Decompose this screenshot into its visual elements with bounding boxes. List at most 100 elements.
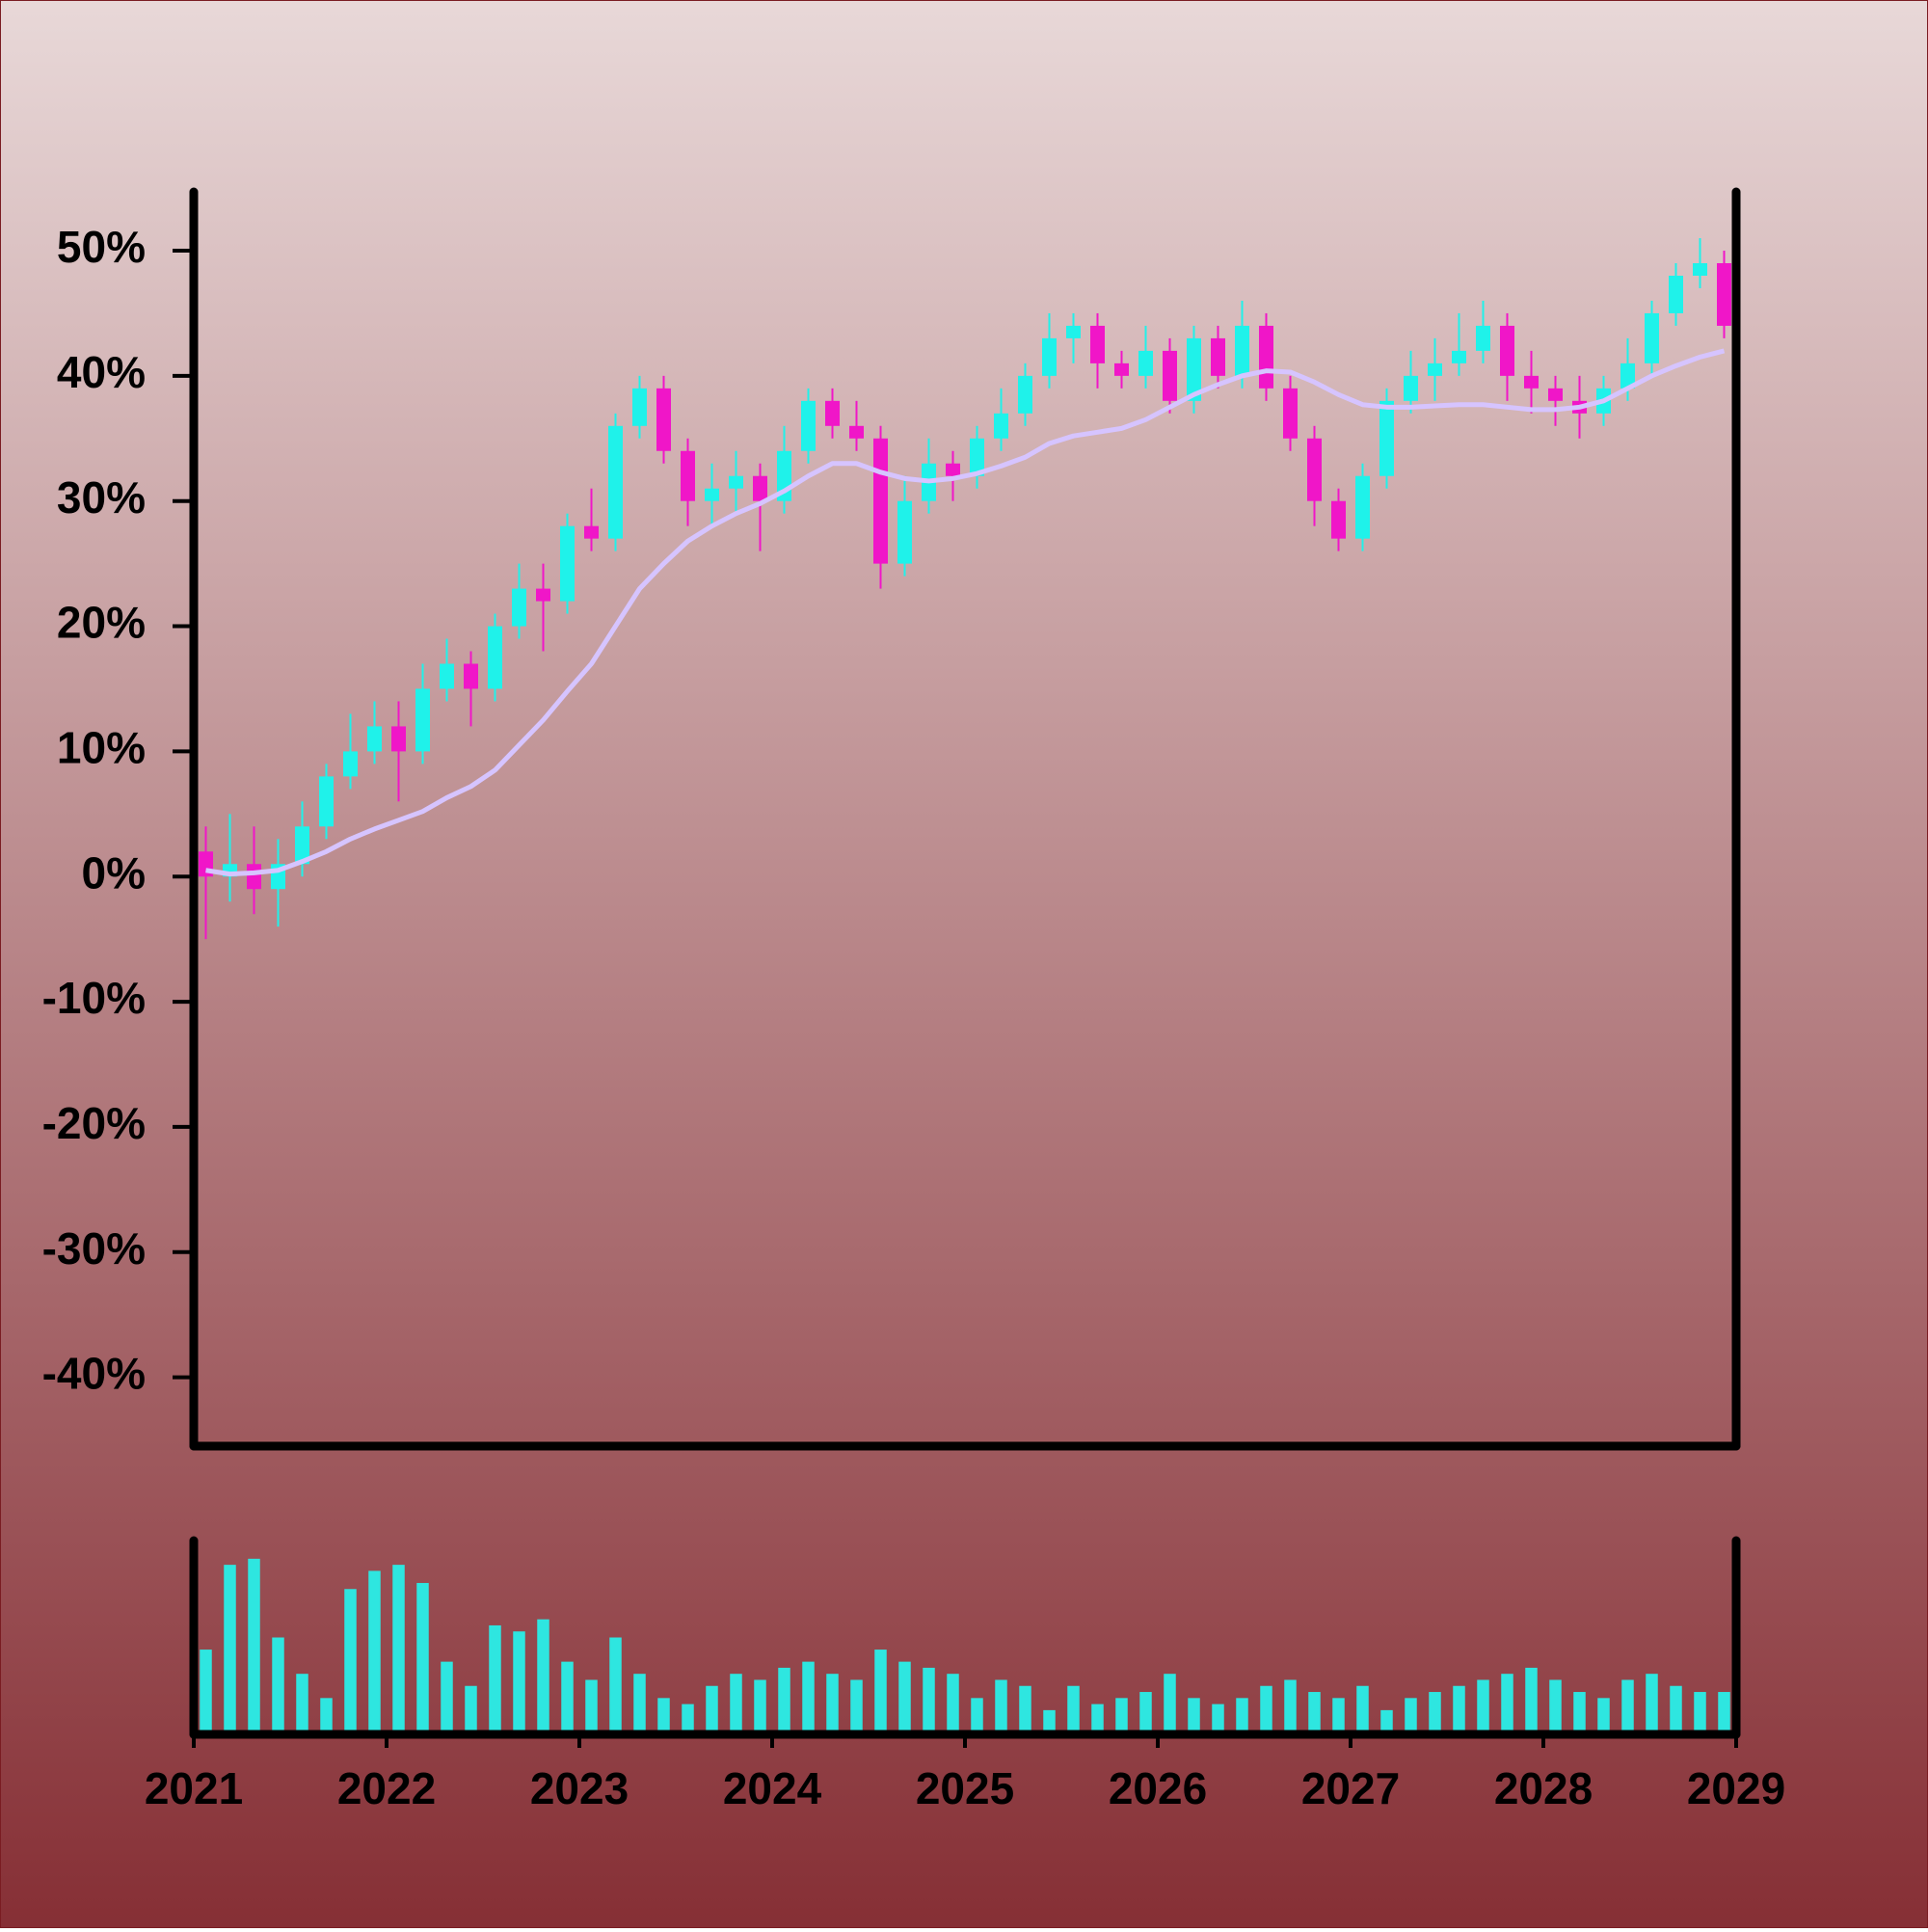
candle-body bbox=[488, 626, 502, 689]
candle-body bbox=[632, 388, 647, 426]
volume-bar bbox=[465, 1685, 477, 1734]
candle-body bbox=[801, 400, 816, 451]
candle-body bbox=[1717, 263, 1731, 326]
y-tick-label: -10% bbox=[42, 973, 146, 1023]
x-tick-label: 2025 bbox=[916, 1763, 1014, 1813]
x-tick-label: 2024 bbox=[723, 1763, 822, 1813]
candle-body bbox=[1452, 350, 1466, 363]
candle-body bbox=[1307, 438, 1322, 501]
volume-bar bbox=[561, 1661, 574, 1734]
volume-bar bbox=[1694, 1692, 1706, 1734]
volume-bar bbox=[923, 1667, 935, 1734]
volume-bar bbox=[441, 1661, 453, 1734]
volume-bar bbox=[489, 1624, 501, 1734]
volume-bar bbox=[296, 1674, 308, 1734]
x-tick-label: 2029 bbox=[1687, 1763, 1785, 1813]
candle-body bbox=[1018, 375, 1032, 414]
volume-bar bbox=[682, 1704, 694, 1734]
volume-bar bbox=[609, 1637, 622, 1734]
y-tick-label: -40% bbox=[42, 1349, 146, 1399]
volume-bar bbox=[947, 1674, 959, 1734]
volume-bar bbox=[706, 1685, 718, 1734]
volume-bar bbox=[1332, 1698, 1345, 1734]
candle-body bbox=[849, 425, 864, 439]
candle-body bbox=[946, 463, 960, 476]
volume-bar bbox=[1621, 1679, 1634, 1734]
volume-bar bbox=[1525, 1667, 1538, 1734]
volume-bar bbox=[1670, 1685, 1682, 1734]
volume-bar bbox=[320, 1698, 333, 1734]
y-tick-label: 50% bbox=[57, 222, 146, 272]
candle-body bbox=[753, 475, 767, 501]
volume-bar bbox=[1043, 1709, 1056, 1734]
volume-bar bbox=[1188, 1698, 1200, 1734]
candle-body bbox=[440, 663, 454, 689]
candle-body bbox=[705, 488, 719, 501]
volume-bar bbox=[1501, 1674, 1513, 1734]
moving-average bbox=[205, 348, 1726, 877]
candle-body bbox=[1331, 500, 1346, 539]
candle-body bbox=[1379, 400, 1394, 476]
candle-body bbox=[584, 525, 599, 539]
candle-body bbox=[1066, 325, 1081, 338]
volume-bar bbox=[1212, 1704, 1224, 1734]
candle-body bbox=[464, 663, 478, 689]
volume-bar bbox=[1405, 1698, 1417, 1734]
volume-bar bbox=[802, 1661, 815, 1734]
x-tick-label: 2022 bbox=[337, 1763, 436, 1813]
volume-bar bbox=[200, 1650, 212, 1734]
candle-body bbox=[897, 500, 912, 564]
volume-bar bbox=[585, 1679, 598, 1734]
candle-body bbox=[295, 826, 309, 865]
volume-bar bbox=[1597, 1698, 1610, 1734]
candle-body bbox=[729, 475, 743, 489]
candle-body bbox=[1114, 362, 1129, 376]
volume-bar bbox=[1115, 1698, 1128, 1734]
candle-body bbox=[343, 751, 358, 777]
x-tick-label: 2023 bbox=[530, 1763, 629, 1813]
volume-bar bbox=[1164, 1674, 1176, 1734]
candle-body bbox=[1524, 375, 1539, 389]
y-tick-label: 20% bbox=[57, 598, 146, 648]
candle-body bbox=[1620, 362, 1635, 389]
candle-body bbox=[1693, 263, 1707, 276]
y-tick-label: -30% bbox=[42, 1223, 146, 1274]
volume-bar bbox=[1429, 1692, 1441, 1734]
candle-body bbox=[1645, 312, 1659, 363]
volume-bar bbox=[1284, 1679, 1297, 1734]
volume-bar bbox=[1356, 1685, 1369, 1734]
candle-body bbox=[391, 726, 406, 752]
volume-bar bbox=[730, 1674, 742, 1734]
volume-bar bbox=[971, 1698, 983, 1734]
y-tick-label: 10% bbox=[57, 723, 146, 773]
candle-body bbox=[319, 776, 334, 827]
x-tick-label: 2028 bbox=[1494, 1763, 1593, 1813]
x-tick-label: 2026 bbox=[1109, 1763, 1207, 1813]
volume-bar bbox=[995, 1679, 1007, 1734]
candle-body bbox=[1669, 275, 1683, 313]
candle-body bbox=[1090, 325, 1105, 363]
candle-body bbox=[1476, 325, 1490, 351]
candle-body bbox=[1042, 337, 1057, 376]
volume-bar bbox=[513, 1631, 525, 1734]
volume-bar bbox=[1236, 1698, 1248, 1734]
volume-bar bbox=[778, 1667, 790, 1734]
candle-body bbox=[560, 525, 575, 602]
candle-body bbox=[1259, 325, 1273, 389]
volume-bar bbox=[754, 1679, 766, 1734]
volume-bar bbox=[392, 1565, 405, 1734]
volume-bar bbox=[1573, 1692, 1586, 1734]
candle-body bbox=[656, 388, 671, 451]
volume-bar bbox=[850, 1679, 863, 1734]
volume-bar bbox=[1477, 1679, 1489, 1734]
volume-bar bbox=[657, 1698, 670, 1734]
candle-body bbox=[536, 588, 550, 602]
volume-bar bbox=[898, 1661, 911, 1734]
volume-bar bbox=[1549, 1679, 1562, 1734]
x-tick-label: 2027 bbox=[1301, 1763, 1400, 1813]
candle-body bbox=[1428, 362, 1442, 376]
candle-body bbox=[1283, 388, 1298, 439]
candle-body bbox=[681, 450, 695, 501]
volume-bar bbox=[272, 1637, 284, 1734]
